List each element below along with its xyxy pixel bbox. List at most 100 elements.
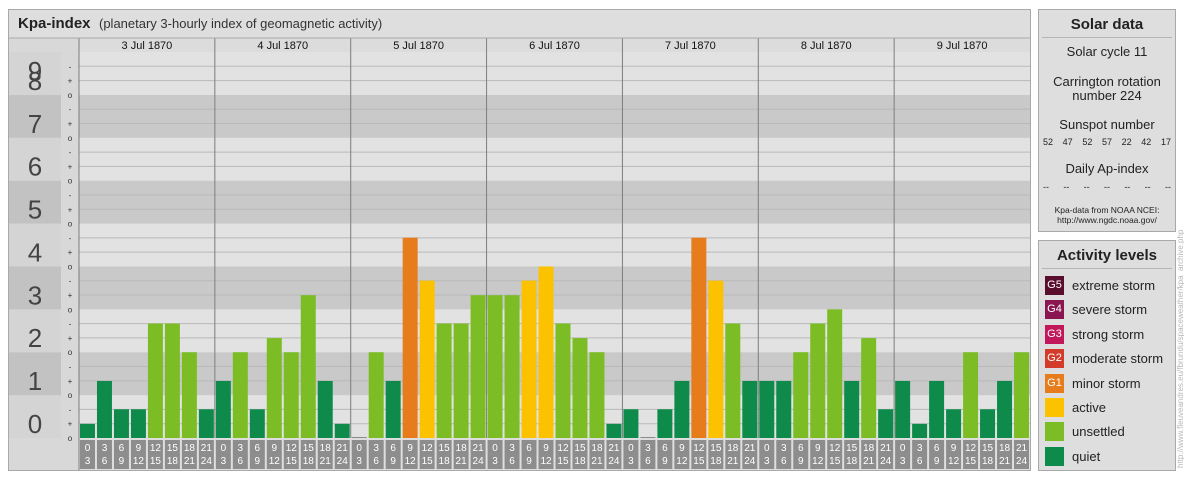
kp-bar [232, 352, 248, 438]
interval-start-label: 3 [781, 443, 787, 454]
sunspot-values: 52 47 52 57 22 42 17 [1043, 137, 1171, 147]
minor-tick-label: + [68, 377, 73, 386]
interval-start-label: 15 [846, 443, 858, 454]
interval-cell [555, 440, 571, 469]
minor-tick-label: o [68, 134, 73, 143]
kp-bar [606, 423, 622, 438]
source-watermark: http://www.fleuveandres.eu/fbrundu/space… [1176, 230, 1184, 471]
interval-end-label: 3 [900, 456, 906, 467]
minor-tick-label: - [69, 234, 72, 243]
interval-cell [589, 440, 605, 469]
interval-cell [436, 440, 452, 469]
interval-cell [334, 440, 350, 469]
kp-bar [929, 380, 945, 438]
interval-end-label: 12 [540, 456, 552, 467]
minor-tick-label: - [69, 105, 72, 114]
interval-end-label: 12 [676, 456, 688, 467]
interval-start-label: 12 [965, 443, 977, 454]
y-tick-label: 8 [28, 66, 42, 96]
interval-start-label: 12 [693, 443, 705, 454]
interval-cell [895, 440, 911, 469]
legend-item-minor-storm: G1 minor storm [1045, 373, 1141, 393]
interval-end-label: 15 [829, 456, 841, 467]
kp-bar [827, 309, 843, 438]
kp-bar [402, 237, 418, 438]
interval-end-label: 3 [85, 456, 91, 467]
interval-end-label: 9 [119, 456, 125, 467]
minor-tick-label: - [69, 191, 72, 200]
interval-start-label: 6 [934, 443, 940, 454]
interval-cell [368, 440, 384, 469]
interval-cell [1014, 440, 1029, 469]
interval-start-label: 9 [543, 443, 549, 454]
interval-start-label: 3 [373, 443, 379, 454]
interval-start-label: 15 [167, 443, 179, 454]
kp-bar [572, 338, 588, 438]
interval-cell [844, 440, 860, 469]
interval-cell [521, 440, 537, 469]
interval-end-label: 9 [526, 456, 532, 467]
interval-cell [776, 440, 792, 469]
interval-cell [453, 440, 469, 469]
y-tick-label: 7 [28, 109, 42, 139]
interval-start-label: 3 [509, 443, 515, 454]
interval-cell [402, 440, 418, 469]
sunspot-value: 47 [1062, 137, 1073, 147]
interval-start-label: 21 [744, 443, 756, 454]
interval-start-label: 18 [863, 443, 875, 454]
interval-start-label: 12 [829, 443, 841, 454]
interval-cell [130, 440, 146, 469]
kp-bar [623, 409, 639, 438]
ap-value: -- [1164, 182, 1171, 192]
minor-tick-label: - [69, 62, 72, 71]
interval-end-label: 18 [710, 456, 722, 467]
legend-swatch: G4 [1045, 299, 1064, 319]
kp-bar [164, 323, 180, 438]
interval-start-label: 21 [473, 443, 485, 454]
minor-tick-label: + [68, 291, 73, 300]
legend-label: active [1072, 399, 1106, 415]
y-tick-label: 4 [28, 237, 42, 267]
interval-end-label: 6 [238, 456, 244, 467]
interval-end-label: 18 [167, 456, 179, 467]
interval-start-label: 3 [645, 443, 651, 454]
interval-start-label: 3 [238, 443, 244, 454]
plot-band [79, 223, 1030, 267]
kp-bar [385, 380, 401, 438]
plot-band [79, 266, 1030, 310]
kp-bar [878, 409, 894, 438]
interval-end-label: 6 [917, 456, 923, 467]
interval-start-label: 6 [662, 443, 668, 454]
plot-band [79, 94, 1030, 138]
minor-tick-label: - [69, 277, 72, 286]
interval-cell [266, 440, 282, 469]
minor-tick-label: + [68, 334, 73, 343]
legend-item-moderate-storm: G2 moderate storm [1045, 348, 1163, 368]
y-tick-label: 3 [28, 280, 42, 310]
minor-tick-label: - [69, 405, 72, 414]
kp-bar [589, 352, 605, 438]
y-tick-label: 1 [28, 366, 42, 396]
kp-bar [793, 352, 809, 438]
interval-start-label: 18 [184, 443, 196, 454]
interval-end-label: 15 [150, 456, 162, 467]
kp-bar [215, 380, 231, 438]
kp-bar [453, 323, 469, 438]
minor-tick-label: o [68, 348, 73, 357]
interval-start-label: 9 [679, 443, 685, 454]
kp-bar [487, 295, 503, 438]
kp-bar [300, 295, 316, 438]
interval-end-label: 12 [948, 456, 960, 467]
interval-start-label: 6 [798, 443, 804, 454]
interval-end-label: 9 [798, 456, 804, 467]
legend-label: minor storm [1072, 375, 1141, 391]
interval-start-label: 12 [286, 443, 298, 454]
sunspot-value: 17 [1160, 137, 1171, 147]
interval-start-label: 21 [880, 443, 892, 454]
kp-bar [266, 338, 282, 438]
interval-start-label: 12 [150, 443, 162, 454]
interval-end-label: 3 [764, 456, 770, 467]
day-label: 8 Jul 1870 [801, 40, 852, 52]
kp-bar [419, 280, 435, 438]
solar-cycle: Solar cycle 11 [1066, 44, 1148, 59]
